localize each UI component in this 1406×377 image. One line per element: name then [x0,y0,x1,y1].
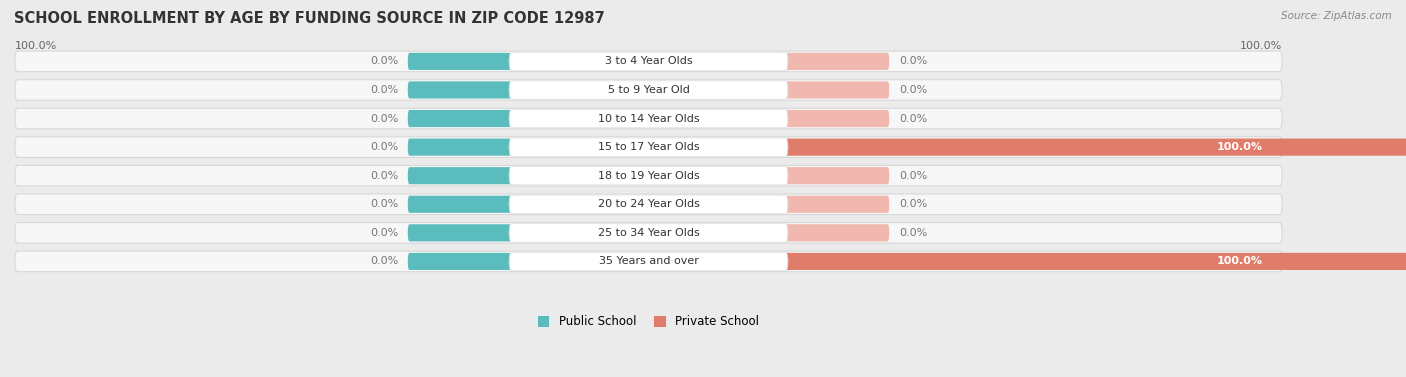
FancyBboxPatch shape [15,166,1282,186]
Text: 0.0%: 0.0% [370,57,398,66]
FancyBboxPatch shape [775,110,889,127]
FancyBboxPatch shape [775,167,889,184]
FancyBboxPatch shape [509,195,787,213]
FancyBboxPatch shape [775,196,889,213]
FancyBboxPatch shape [509,252,787,271]
FancyBboxPatch shape [15,137,1282,158]
FancyBboxPatch shape [509,138,787,156]
Text: 25 to 34 Year Olds: 25 to 34 Year Olds [598,228,699,238]
FancyBboxPatch shape [509,167,787,185]
Text: 20 to 24 Year Olds: 20 to 24 Year Olds [598,199,699,209]
Text: SCHOOL ENROLLMENT BY AGE BY FUNDING SOURCE IN ZIP CODE 12987: SCHOOL ENROLLMENT BY AGE BY FUNDING SOUR… [14,11,605,26]
Legend: Public School, Private School: Public School, Private School [537,315,759,328]
Text: 0.0%: 0.0% [370,199,398,209]
Text: Source: ZipAtlas.com: Source: ZipAtlas.com [1281,11,1392,21]
Text: 100.0%: 100.0% [1218,256,1263,267]
Text: 3 to 4 Year Olds: 3 to 4 Year Olds [605,57,692,66]
FancyBboxPatch shape [408,224,522,241]
FancyBboxPatch shape [509,224,787,242]
FancyBboxPatch shape [408,53,522,70]
FancyBboxPatch shape [408,196,522,213]
Text: 0.0%: 0.0% [370,85,398,95]
Text: 0.0%: 0.0% [370,113,398,124]
Text: 0.0%: 0.0% [898,171,927,181]
Text: 5 to 9 Year Old: 5 to 9 Year Old [607,85,689,95]
Text: 0.0%: 0.0% [370,142,398,152]
Text: 100.0%: 100.0% [15,41,58,51]
FancyBboxPatch shape [775,138,1406,156]
FancyBboxPatch shape [509,109,787,128]
Text: 0.0%: 0.0% [898,57,927,66]
Text: 0.0%: 0.0% [370,228,398,238]
Text: 10 to 14 Year Olds: 10 to 14 Year Olds [598,113,699,124]
FancyBboxPatch shape [15,108,1282,129]
FancyBboxPatch shape [15,251,1282,272]
FancyBboxPatch shape [408,81,522,98]
FancyBboxPatch shape [15,194,1282,215]
FancyBboxPatch shape [15,222,1282,243]
FancyBboxPatch shape [509,52,787,70]
FancyBboxPatch shape [15,80,1282,100]
FancyBboxPatch shape [775,224,889,241]
Text: 0.0%: 0.0% [370,256,398,267]
FancyBboxPatch shape [408,138,522,156]
FancyBboxPatch shape [15,51,1282,72]
Text: 35 Years and over: 35 Years and over [599,256,699,267]
FancyBboxPatch shape [775,81,889,98]
FancyBboxPatch shape [775,253,1406,270]
FancyBboxPatch shape [408,167,522,184]
FancyBboxPatch shape [408,253,522,270]
Text: 0.0%: 0.0% [370,171,398,181]
Text: 100.0%: 100.0% [1218,142,1263,152]
Text: 100.0%: 100.0% [1240,41,1282,51]
Text: 0.0%: 0.0% [898,85,927,95]
FancyBboxPatch shape [775,53,889,70]
FancyBboxPatch shape [509,81,787,99]
Text: 0.0%: 0.0% [898,228,927,238]
Text: 15 to 17 Year Olds: 15 to 17 Year Olds [598,142,699,152]
FancyBboxPatch shape [408,110,522,127]
Text: 0.0%: 0.0% [898,113,927,124]
Text: 0.0%: 0.0% [898,199,927,209]
Text: 18 to 19 Year Olds: 18 to 19 Year Olds [598,171,699,181]
